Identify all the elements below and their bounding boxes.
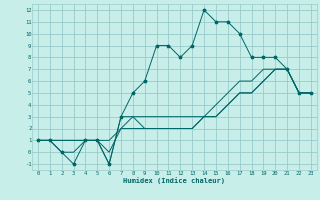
- X-axis label: Humidex (Indice chaleur): Humidex (Indice chaleur): [124, 177, 225, 184]
